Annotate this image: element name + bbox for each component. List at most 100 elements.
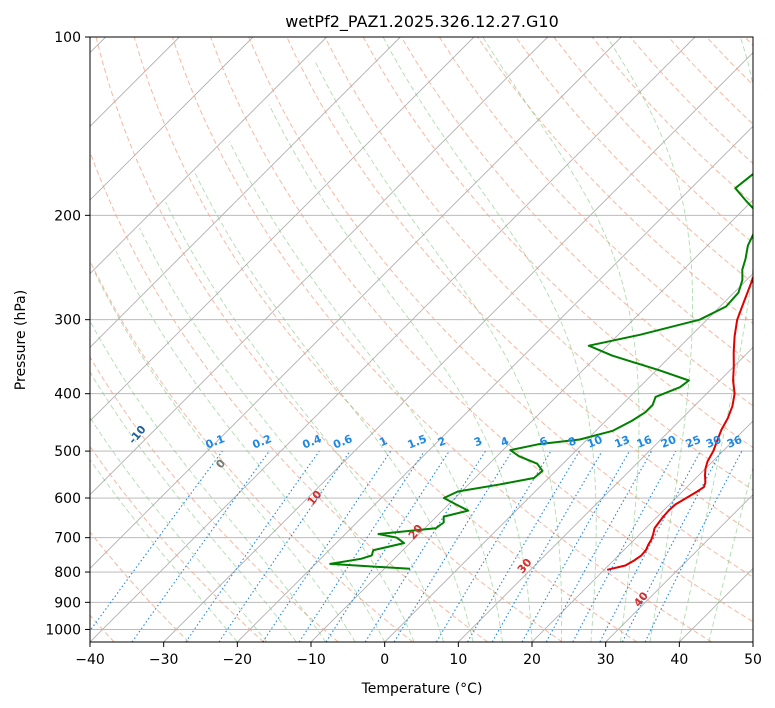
y-tick-label: 100 (54, 30, 81, 46)
mixing-ratio-line (644, 450, 743, 642)
isotherm-line (90, 37, 475, 422)
mixing-ratio-line (545, 450, 653, 642)
x-tick-label: −30 (149, 652, 179, 668)
y-tick-label: 700 (54, 531, 81, 547)
mixing-ratio-label: 3 (472, 434, 484, 449)
y-tick-label: 300 (54, 313, 81, 329)
dry-adiabat-line (210, 37, 753, 623)
y-tick-label: 200 (54, 208, 81, 224)
plot-frame (89, 36, 754, 643)
mixing-ratio-label: 30 (704, 433, 723, 451)
temperature-line (606, 274, 753, 571)
mixing-ratio-line (298, 450, 425, 642)
moist-adiabat-line (90, 371, 297, 642)
dry-adiabat-line (438, 37, 753, 366)
dry-adiabat-line (95, 37, 563, 642)
mixing-ratio-label: 13 (613, 433, 632, 451)
isotherm-line (90, 37, 622, 569)
moist-adiabat-line (268, 104, 533, 642)
x-tick-label: 0 (380, 652, 389, 668)
x-tick-label: 20 (523, 652, 541, 668)
moist-adiabat-lines (90, 37, 753, 642)
moist-adiabat-line (90, 320, 327, 642)
dry-adiabat-line (324, 37, 753, 491)
chart-title: wetPf2_PAZ1.2025.326.12.27.G10 (285, 12, 559, 32)
mixing-ratio-line (218, 450, 351, 642)
mixing-ratio-label: 20 (659, 433, 678, 451)
mixing-ratio-line (572, 450, 677, 642)
isotherm-line (90, 37, 401, 348)
dry-adiabat-line (171, 37, 712, 642)
mixing-ratio-label: 25 (684, 433, 703, 451)
mixing-ratio-line (393, 450, 513, 642)
y-tick-label: 600 (54, 491, 81, 507)
isotherm-line (605, 494, 753, 642)
isobar-lines (90, 37, 753, 630)
mixing-ratio-label: 36 (725, 433, 744, 451)
x-axis-label: Temperature (°C) (361, 681, 483, 697)
x-axis-ticks: −40 −30 −20 −10 0 10 20 30 40 50 (75, 642, 762, 668)
y-tick-label: 800 (54, 565, 81, 581)
plot-area: 0.10.20.40.611.52346810131620253036-100-… (90, 37, 753, 642)
isotherm-line (531, 420, 753, 642)
y-tick-label: 1000 (45, 622, 81, 638)
dewpoint-line (329, 172, 753, 570)
dry-adiabat-line (90, 150, 488, 642)
moist-adiabat-line (708, 465, 753, 642)
mixing-ratio-label: 1 (377, 434, 389, 449)
moist-adiabat-line (165, 201, 445, 642)
isotherm-line (458, 346, 753, 642)
y-axis-label: Pressure (hPa) (13, 290, 29, 390)
y-tick-label: 500 (54, 444, 81, 460)
moist-adiabat-line (606, 37, 694, 642)
isotherm-line (384, 273, 753, 642)
moist-adiabat-line (314, 61, 563, 642)
y-tick-label: 900 (54, 595, 81, 611)
dry-adiabat-line (90, 445, 264, 642)
mixing-ratio-lines (90, 450, 743, 642)
sounding-series (329, 172, 753, 571)
mixing-ratio-line (90, 450, 223, 632)
moist-adiabat-line (228, 141, 503, 642)
mixing-ratio-line (185, 450, 320, 642)
dry-adiabat-lines (90, 37, 753, 642)
isotherm-line (163, 52, 753, 642)
x-tick-label: 10 (449, 652, 467, 668)
mixing-ratio-line (521, 450, 630, 642)
isotherm-line (237, 125, 753, 642)
x-tick-label: −10 (296, 652, 326, 668)
dry-adiabat-line (90, 259, 414, 642)
x-tick-label: −40 (75, 652, 105, 668)
dry-adiabat-line (90, 531, 190, 642)
mixing-ratio-label: 10 (585, 433, 604, 451)
isotherm-line (90, 37, 548, 496)
dry-adiabat-line (515, 37, 753, 284)
moist-adiabat-line (94, 272, 356, 642)
moist-adiabat-line (90, 416, 268, 642)
moist-adiabat-line (115, 251, 386, 642)
mixing-ratio-line (262, 450, 392, 642)
moist-adiabat-line (90, 458, 238, 642)
x-tick-label: 40 (670, 652, 688, 668)
mixing-ratio-label: 8 (566, 434, 578, 449)
dry-adiabat-line (248, 37, 753, 578)
mixing-ratio-line (131, 450, 270, 642)
x-tick-label: 50 (744, 652, 762, 668)
dry-adiabat-line (90, 356, 339, 642)
moist-adiabat-line (382, 37, 597, 642)
mixing-ratio-label: 16 (635, 433, 654, 451)
y-tick-label: 400 (54, 387, 81, 403)
dry-adiabat-line (400, 37, 753, 407)
isotherm-line (90, 37, 254, 201)
x-tick-label: 30 (597, 652, 615, 668)
isotherm-line (90, 37, 327, 275)
x-tick-label: −20 (223, 652, 253, 668)
mixing-ratio-label: 2 (436, 434, 448, 449)
y-axis-ticks: 100 200 300 400 500 600 700 800 900 1000 (45, 30, 90, 638)
moist-adiabat-line (139, 227, 415, 642)
moist-adiabat-line (482, 37, 640, 642)
mixing-ratio-line (325, 450, 450, 642)
dry-adiabat-line (133, 37, 638, 642)
